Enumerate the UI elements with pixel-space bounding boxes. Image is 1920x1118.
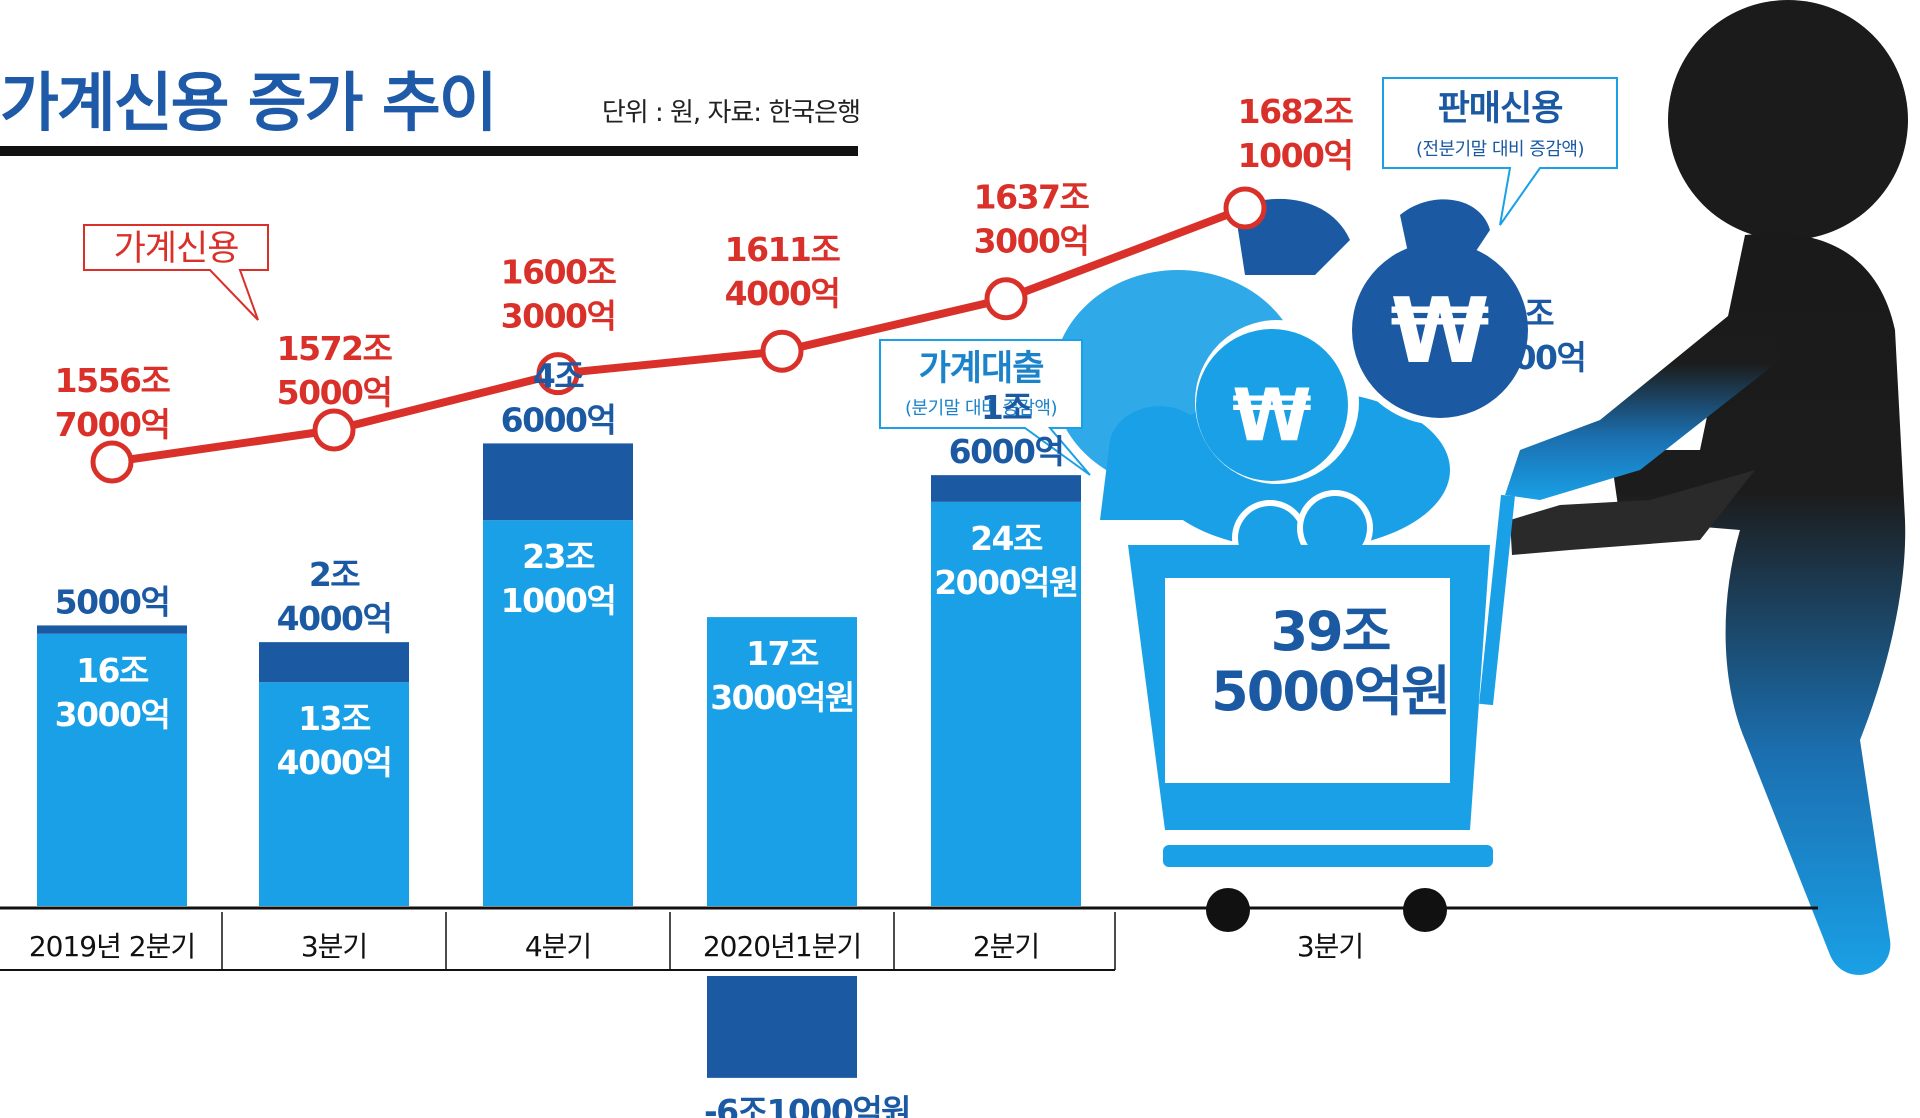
chart-title: 가계신용 증가 추이 xyxy=(0,67,498,141)
credit-label-line1: 1572조 xyxy=(277,329,393,368)
sales-label-line1: 1조 xyxy=(981,388,1032,427)
credit-point xyxy=(312,408,356,452)
sales-label-bag-line1: 5조 xyxy=(1503,294,1554,333)
loan-bar xyxy=(707,617,857,906)
x-tick-label: 4분기 xyxy=(525,930,591,963)
sales-label-line1: 2조 xyxy=(309,555,360,594)
loan-label-line1: 24조 xyxy=(970,519,1043,558)
loan-label-line2: 3000억원 xyxy=(710,678,854,717)
loan-label-line2: 4000억 xyxy=(277,743,392,782)
person-illustration xyxy=(1505,0,1908,975)
bars-layer xyxy=(37,443,1081,1078)
credit-label-line2: 5000억 xyxy=(277,373,392,412)
title-underline xyxy=(0,146,858,156)
svg-text:₩: ₩ xyxy=(1232,373,1311,457)
loan-label-cart-line2: 5000억원 xyxy=(1211,660,1449,723)
loan-callout: 가계대출 (분기말 대비 증감액) xyxy=(879,339,1091,476)
credit-callout-label: 가계신용 xyxy=(114,229,239,269)
cart-illustration: ₩ ₩ xyxy=(1053,198,1535,932)
sales-bar-negative xyxy=(707,976,857,1078)
loan-label-line2: 1000억 xyxy=(501,581,616,620)
credit-line-layer xyxy=(90,186,1267,484)
loan-label-line2: 3000억 xyxy=(55,695,170,734)
svg-text:₩: ₩ xyxy=(1390,279,1489,384)
credit-label-line2: 7000억 xyxy=(55,405,170,444)
sales-label-bag-line2: 4000억 xyxy=(1471,338,1586,377)
sales-callout: 판매신용 (전분기말 대비 증감액) xyxy=(1382,77,1618,226)
sales-label-line2: 6000억 xyxy=(501,400,616,439)
credit-point xyxy=(536,352,580,396)
sales-callout-label: 판매신용 xyxy=(1438,89,1563,129)
loan-bar xyxy=(483,520,633,906)
loan-label-line1: 23조 xyxy=(522,537,595,576)
credit-label-line1: 1556조 xyxy=(55,361,171,400)
credit-label-line2: 4000억 xyxy=(725,274,840,313)
loan-label-cart-line1: 39조 xyxy=(1271,600,1390,663)
loan-bar xyxy=(37,633,187,906)
sales-bar xyxy=(483,443,633,521)
loan-bar xyxy=(259,682,409,906)
category-separators xyxy=(221,912,1116,970)
credit-label-line2: 3000억 xyxy=(974,222,1089,261)
loan-label-line2: 2000억원 xyxy=(934,563,1078,602)
credit-point xyxy=(760,329,804,373)
credit-label-line1: 1611조 xyxy=(725,230,841,269)
loan-label-line1: 13조 xyxy=(298,699,371,738)
credit-label-line2: 3000억 xyxy=(501,297,616,336)
sales-bar xyxy=(259,642,409,683)
credit-label-line1: 1637조 xyxy=(974,178,1090,217)
loan-label-line1: 17조 xyxy=(746,634,819,673)
loan-callout-sub: (분기말 대비 증감액) xyxy=(905,398,1057,419)
credit-label-line2: 1000억 xyxy=(1238,136,1353,175)
credit-callout: 가계신용 xyxy=(83,224,269,321)
x-tick-label: 2020년1분기 xyxy=(703,930,861,963)
unit-source-note: 단위 : 원, 자료: 한국은행 xyxy=(601,98,861,128)
sales-bar xyxy=(37,625,187,634)
credit-label-line1: 1682조 xyxy=(1238,92,1354,131)
sales-label-line1: 5000억 xyxy=(55,582,170,621)
x-tick-label: 3분기 xyxy=(301,930,367,963)
sales-label-line2: 4000억 xyxy=(277,599,392,638)
labels-layer: 2019년 2분기 3분기 4분기 2020년1분기 2분기 3분기 5000억 16조 300… xyxy=(29,92,1587,1118)
sales-label-line1: -6조1000억원 xyxy=(704,1092,910,1118)
x-tick-label: 2분기 xyxy=(973,930,1039,963)
loan-bar xyxy=(931,501,1081,906)
loan-label-line1: 16조 xyxy=(76,651,149,690)
credit-label-line1: 1600조 xyxy=(501,253,617,292)
sales-label-line1: 4조 xyxy=(533,356,584,395)
credit-point xyxy=(1223,186,1267,230)
credit-point xyxy=(90,440,134,484)
sales-bar xyxy=(931,475,1081,502)
sales-callout-sub: (전분기말 대비 증감액) xyxy=(1416,139,1584,160)
credit-line xyxy=(111,204,1247,466)
sales-label-line2: 6000억 xyxy=(949,432,1064,471)
x-tick-label: 2019년 2분기 xyxy=(29,930,195,963)
loan-callout-label: 가계대출 xyxy=(919,349,1044,389)
credit-point xyxy=(984,277,1028,321)
x-tick-label: 3분기 xyxy=(1297,930,1363,963)
